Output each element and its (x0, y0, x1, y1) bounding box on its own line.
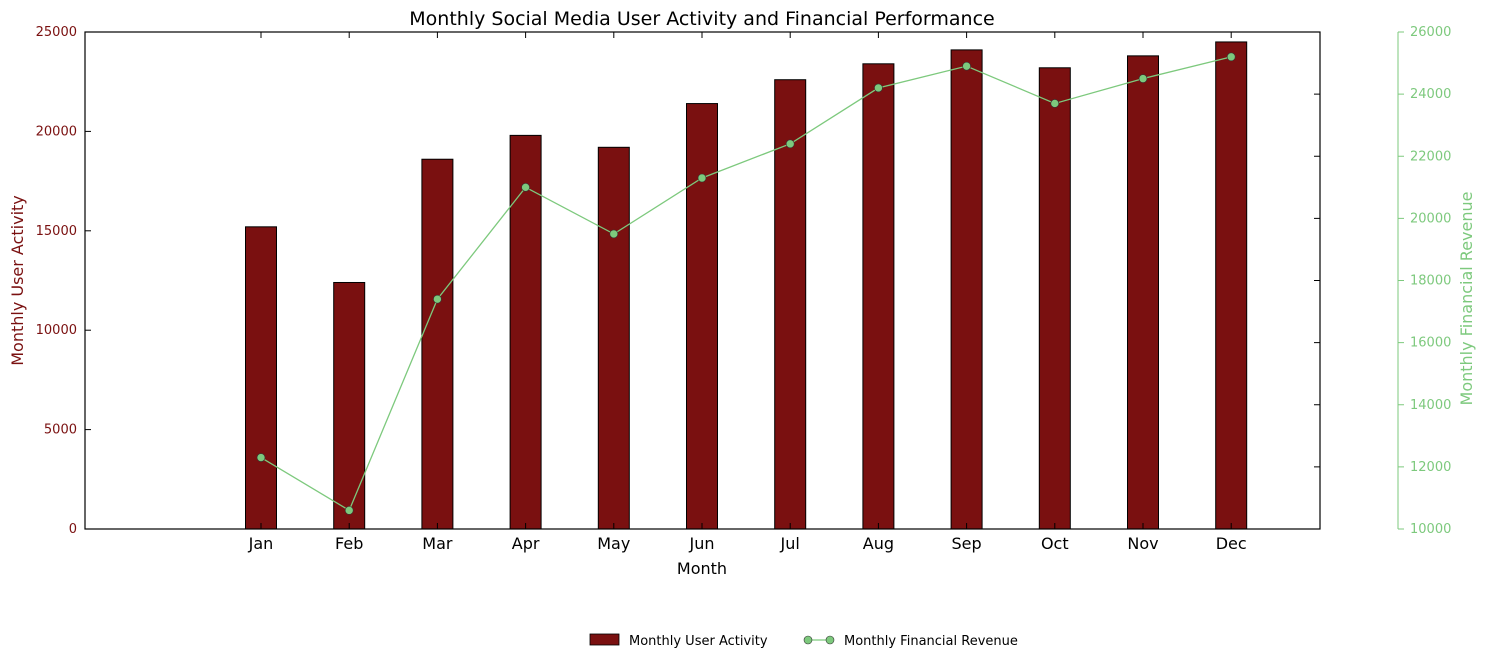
revenue-point-apr (521, 183, 530, 192)
chart-title: Monthly Social Media User Activity and F… (409, 8, 994, 30)
revenue-point-jan (256, 453, 266, 462)
bar-mar (421, 158, 454, 530)
x-tick-label: Sep (952, 534, 982, 553)
y-axis-left-label: Monthly User Activity (8, 195, 27, 366)
y-right-tick-label: 24000 (1410, 87, 1451, 102)
y-right-tick-label: 18000 (1410, 274, 1451, 289)
legend-marker (825, 635, 835, 645)
y-right-tick-label: 26000 (1410, 25, 1451, 40)
revenue-point-sep (962, 61, 971, 71)
x-tick-label: Oct (1041, 534, 1069, 553)
legend-bar-swatch (589, 633, 620, 646)
revenue-point-mar (433, 294, 442, 304)
bar-feb (333, 281, 366, 530)
x-tick-label: Mar (422, 534, 453, 553)
axes: Jan Feb Mar Apr May Jun Jul Aug Sep Oct Nov Dec 0 500… (36, 25, 1452, 553)
revenue-point-aug (874, 83, 883, 93)
y-left-tick-label: 25000 (36, 25, 77, 40)
legend-marker (803, 635, 813, 645)
x-tick-label: Feb (335, 534, 363, 553)
x-tick-label: May (597, 534, 630, 553)
legend-label-financial-revenue: Monthly Financial Revenue (844, 634, 1018, 649)
x-tick-label: Nov (1127, 534, 1158, 553)
revenue-point-may (609, 229, 619, 239)
y-right-tick-label: 14000 (1410, 398, 1451, 413)
bar-sep (950, 49, 983, 530)
bar-oct (1038, 67, 1071, 530)
bar-apr (509, 134, 542, 530)
y-left-tick-label: 20000 (36, 124, 77, 139)
bar-may (597, 146, 630, 530)
y-left-tick-label: 0 (69, 522, 77, 537)
revenue-point-nov (1138, 74, 1148, 83)
y-right-tick-label: 16000 (1410, 336, 1451, 351)
revenue-point-feb (344, 506, 354, 515)
y-left-tick-label: 15000 (36, 224, 77, 239)
bar-dec (1215, 41, 1248, 530)
y-left-tick-label: 10000 (36, 323, 77, 338)
x-tick-label: Jan (248, 534, 274, 553)
bar-jun (686, 103, 718, 530)
legend-label-user-activity: Monthly User Activity (629, 634, 768, 649)
x-tick-label: Dec (1216, 534, 1247, 553)
y-right-tick-label: 22000 (1410, 149, 1451, 164)
bar-nov (1127, 55, 1159, 530)
bar-jan (245, 226, 277, 530)
x-tick-label: Jun (689, 534, 715, 553)
y-left-tick-label: 5000 (44, 423, 77, 438)
revenue-point-dec (1226, 52, 1236, 62)
bar-aug (862, 63, 895, 530)
bar-jul (774, 79, 807, 530)
y-right-tick-label: 20000 (1410, 211, 1451, 226)
revenue-line (260, 56, 1232, 512)
revenue-point-jul (785, 139, 795, 149)
y-axis-right-label: Monthly Financial Revenue (1457, 192, 1476, 406)
legend: Monthly User Activity Monthly Financial … (589, 633, 1018, 649)
x-tick-label: Apr (512, 534, 540, 553)
revenue-point-oct (1050, 99, 1060, 108)
x-axis-label: Month (677, 559, 727, 578)
plot-area (245, 41, 1248, 530)
y-right-tick-label: 10000 (1410, 522, 1451, 537)
x-tick-label: Jul (780, 534, 800, 553)
x-tick-label: Aug (863, 534, 894, 553)
y-right-tick-label: 12000 (1410, 460, 1451, 475)
revenue-point-jun (697, 173, 707, 183)
